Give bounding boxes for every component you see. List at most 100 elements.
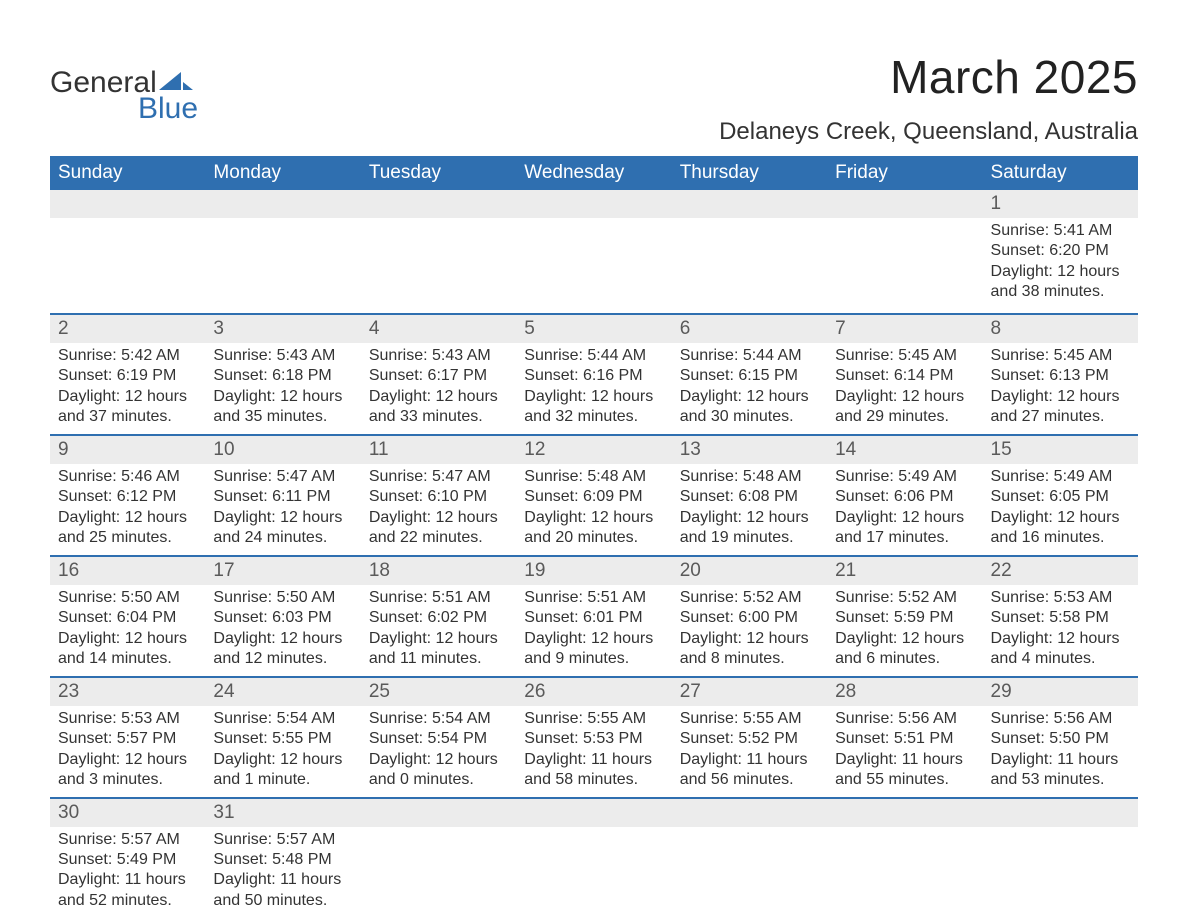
day-detail: Sunrise: 5:57 AM Sunset: 5:48 PM Dayligh…: [205, 827, 360, 918]
day-detail: [672, 827, 827, 918]
day-number: 24: [205, 677, 360, 706]
day-number: [672, 798, 827, 827]
day-detail-text: Sunrise: 5:50 AM Sunset: 6:03 PM Dayligh…: [213, 588, 352, 670]
day-number: 18: [361, 556, 516, 585]
day-detail-text: Sunrise: 5:56 AM Sunset: 5:50 PM Dayligh…: [991, 709, 1130, 791]
day-number: 27: [672, 677, 827, 706]
page-title: March 2025: [719, 50, 1138, 104]
day-detail: Sunrise: 5:43 AM Sunset: 6:18 PM Dayligh…: [205, 343, 360, 435]
day-number: [672, 190, 827, 218]
day-number: 1: [983, 190, 1138, 218]
day-detail: [361, 218, 516, 314]
day-detail: Sunrise: 5:49 AM Sunset: 6:05 PM Dayligh…: [983, 464, 1138, 556]
day-detail: Sunrise: 5:56 AM Sunset: 5:50 PM Dayligh…: [983, 706, 1138, 798]
dow-friday: Friday: [827, 156, 982, 190]
day-detail: [827, 218, 982, 314]
day-number: [205, 190, 360, 218]
day-detail: [205, 218, 360, 314]
day-detail-text: Sunrise: 5:41 AM Sunset: 6:20 PM Dayligh…: [991, 221, 1130, 303]
week-4-daynum-row: 23 24 25 26 27 28 29: [50, 677, 1138, 706]
day-detail-text: Sunrise: 5:47 AM Sunset: 6:10 PM Dayligh…: [369, 467, 508, 549]
day-detail: Sunrise: 5:54 AM Sunset: 5:55 PM Dayligh…: [205, 706, 360, 798]
day-detail-text: Sunrise: 5:52 AM Sunset: 6:00 PM Dayligh…: [680, 588, 819, 670]
day-detail: Sunrise: 5:55 AM Sunset: 5:53 PM Dayligh…: [516, 706, 671, 798]
day-detail-text: Sunrise: 5:44 AM Sunset: 6:16 PM Dayligh…: [524, 346, 663, 428]
day-detail: Sunrise: 5:43 AM Sunset: 6:17 PM Dayligh…: [361, 343, 516, 435]
day-detail-text: Sunrise: 5:50 AM Sunset: 6:04 PM Dayligh…: [58, 588, 197, 670]
day-detail: Sunrise: 5:56 AM Sunset: 5:51 PM Dayligh…: [827, 706, 982, 798]
day-number: 25: [361, 677, 516, 706]
day-detail: Sunrise: 5:50 AM Sunset: 6:04 PM Dayligh…: [50, 585, 205, 677]
day-detail-text: Sunrise: 5:53 AM Sunset: 5:58 PM Dayligh…: [991, 588, 1130, 670]
day-detail: Sunrise: 5:44 AM Sunset: 6:15 PM Dayligh…: [672, 343, 827, 435]
day-detail-text: Sunrise: 5:42 AM Sunset: 6:19 PM Dayligh…: [58, 346, 197, 428]
location-subtitle: Delaneys Creek, Queensland, Australia: [719, 118, 1138, 146]
day-detail-text: Sunrise: 5:49 AM Sunset: 6:06 PM Dayligh…: [835, 467, 974, 549]
day-number: 28: [827, 677, 982, 706]
day-detail-text: Sunrise: 5:52 AM Sunset: 5:59 PM Dayligh…: [835, 588, 974, 670]
day-number: [827, 190, 982, 218]
day-detail-text: Sunrise: 5:47 AM Sunset: 6:11 PM Dayligh…: [213, 467, 352, 549]
day-detail: [516, 218, 671, 314]
day-detail: Sunrise: 5:42 AM Sunset: 6:19 PM Dayligh…: [50, 343, 205, 435]
day-detail: Sunrise: 5:51 AM Sunset: 6:02 PM Dayligh…: [361, 585, 516, 677]
day-detail-text: Sunrise: 5:45 AM Sunset: 6:14 PM Dayligh…: [835, 346, 974, 428]
day-number: [50, 190, 205, 218]
header: General Blue March 2025 Delaneys Creek, …: [50, 50, 1138, 146]
week-3-daynum-row: 16 17 18 19 20 21 22: [50, 556, 1138, 585]
day-number: 31: [205, 798, 360, 827]
day-number: 14: [827, 435, 982, 464]
day-detail-text: Sunrise: 5:51 AM Sunset: 6:02 PM Dayligh…: [369, 588, 508, 670]
day-number: [827, 798, 982, 827]
day-detail-text: Sunrise: 5:57 AM Sunset: 5:48 PM Dayligh…: [213, 830, 352, 912]
week-1-daynum-row: 2 3 4 5 6 7 8: [50, 314, 1138, 343]
logo: General Blue: [50, 68, 198, 126]
day-detail-text: Sunrise: 5:57 AM Sunset: 5:49 PM Dayligh…: [58, 830, 197, 912]
week-3-detail-row: Sunrise: 5:50 AM Sunset: 6:04 PM Dayligh…: [50, 585, 1138, 677]
title-block: March 2025 Delaneys Creek, Queensland, A…: [719, 50, 1138, 146]
week-4-detail-row: Sunrise: 5:53 AM Sunset: 5:57 PM Dayligh…: [50, 706, 1138, 798]
day-number: 2: [50, 314, 205, 343]
day-detail-text: Sunrise: 5:48 AM Sunset: 6:09 PM Dayligh…: [524, 467, 663, 549]
day-detail: Sunrise: 5:52 AM Sunset: 5:59 PM Dayligh…: [827, 585, 982, 677]
dow-sunday: Sunday: [50, 156, 205, 190]
day-detail-text: Sunrise: 5:43 AM Sunset: 6:18 PM Dayligh…: [213, 346, 352, 428]
day-number: [516, 190, 671, 218]
day-number: 30: [50, 798, 205, 827]
day-detail: Sunrise: 5:47 AM Sunset: 6:11 PM Dayligh…: [205, 464, 360, 556]
day-detail: Sunrise: 5:44 AM Sunset: 6:16 PM Dayligh…: [516, 343, 671, 435]
day-detail-text: Sunrise: 5:49 AM Sunset: 6:05 PM Dayligh…: [991, 467, 1130, 549]
day-detail: [672, 218, 827, 314]
day-number: 19: [516, 556, 671, 585]
day-detail: Sunrise: 5:53 AM Sunset: 5:57 PM Dayligh…: [50, 706, 205, 798]
dow-tuesday: Tuesday: [361, 156, 516, 190]
day-number: 16: [50, 556, 205, 585]
day-detail: [361, 827, 516, 918]
day-number: 15: [983, 435, 1138, 464]
day-detail: [827, 827, 982, 918]
day-number: 20: [672, 556, 827, 585]
day-number: 9: [50, 435, 205, 464]
dow-wednesday: Wednesday: [516, 156, 671, 190]
day-detail: Sunrise: 5:53 AM Sunset: 5:58 PM Dayligh…: [983, 585, 1138, 677]
day-number: [361, 798, 516, 827]
day-number: 6: [672, 314, 827, 343]
day-detail-text: Sunrise: 5:44 AM Sunset: 6:15 PM Dayligh…: [680, 346, 819, 428]
day-detail-text: Sunrise: 5:54 AM Sunset: 5:55 PM Dayligh…: [213, 709, 352, 791]
day-detail: Sunrise: 5:52 AM Sunset: 6:00 PM Dayligh…: [672, 585, 827, 677]
day-number: 5: [516, 314, 671, 343]
day-detail: Sunrise: 5:45 AM Sunset: 6:13 PM Dayligh…: [983, 343, 1138, 435]
day-number: 22: [983, 556, 1138, 585]
day-detail: Sunrise: 5:55 AM Sunset: 5:52 PM Dayligh…: [672, 706, 827, 798]
day-of-week-header-row: Sunday Monday Tuesday Wednesday Thursday…: [50, 156, 1138, 190]
day-number: 13: [672, 435, 827, 464]
day-detail: Sunrise: 5:50 AM Sunset: 6:03 PM Dayligh…: [205, 585, 360, 677]
day-detail-text: Sunrise: 5:56 AM Sunset: 5:51 PM Dayligh…: [835, 709, 974, 791]
day-detail-text: Sunrise: 5:51 AM Sunset: 6:01 PM Dayligh…: [524, 588, 663, 670]
day-number: 10: [205, 435, 360, 464]
day-detail-text: Sunrise: 5:53 AM Sunset: 5:57 PM Dayligh…: [58, 709, 197, 791]
day-detail: Sunrise: 5:41 AM Sunset: 6:20 PM Dayligh…: [983, 218, 1138, 314]
calendar-table: Sunday Monday Tuesday Wednesday Thursday…: [50, 156, 1138, 917]
day-number: 17: [205, 556, 360, 585]
day-detail: Sunrise: 5:51 AM Sunset: 6:01 PM Dayligh…: [516, 585, 671, 677]
